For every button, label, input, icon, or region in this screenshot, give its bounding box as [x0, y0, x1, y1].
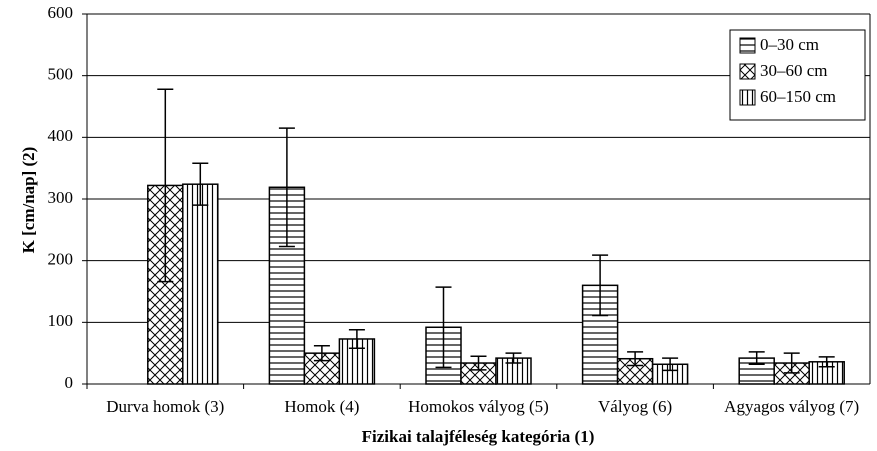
error-bar — [157, 88, 174, 283]
error-bar — [278, 127, 295, 248]
x-axis-label: Fizikai talajféleség kategória (1) — [362, 427, 595, 446]
y-tick-label: 100 — [48, 311, 74, 330]
error-bar — [627, 351, 644, 367]
x-tick-label: Homokos vályog (5) — [408, 397, 549, 416]
error-bar — [505, 352, 522, 364]
error-bar — [470, 355, 487, 371]
legend-swatch — [739, 37, 756, 54]
legend-label: 0–30 cm — [760, 35, 819, 54]
y-tick-label: 500 — [48, 65, 74, 84]
x-tick-label: Vályog (6) — [598, 397, 672, 416]
error-bar — [748, 351, 765, 366]
y-tick-label: 400 — [48, 126, 74, 145]
y-tick-label: 300 — [48, 188, 74, 207]
error-bar — [313, 345, 330, 362]
y-tick-label: 0 — [65, 373, 74, 392]
error-bar — [435, 286, 452, 369]
error-bar — [818, 356, 835, 368]
y-tick-label: 200 — [48, 250, 74, 269]
legend-label: 60–150 cm — [760, 87, 836, 106]
legend-swatch — [739, 63, 756, 80]
error-bar — [348, 328, 365, 349]
error-bar — [192, 162, 209, 206]
y-tick-label: 600 — [48, 3, 74, 22]
y-axis-label: K [cm/nap] (2) — [19, 147, 38, 254]
error-bar — [783, 352, 800, 374]
error-bar — [592, 254, 609, 317]
bar — [182, 183, 219, 385]
bar — [495, 357, 532, 385]
x-tick-label: Agyagos vályog (7) — [724, 397, 859, 416]
legend-label: 30–60 cm — [760, 61, 828, 80]
x-tick-label: Homok (4) — [284, 397, 359, 416]
error-bar — [662, 357, 679, 372]
legend-swatch — [739, 89, 756, 106]
x-tick-label: Durva homok (3) — [106, 397, 224, 416]
